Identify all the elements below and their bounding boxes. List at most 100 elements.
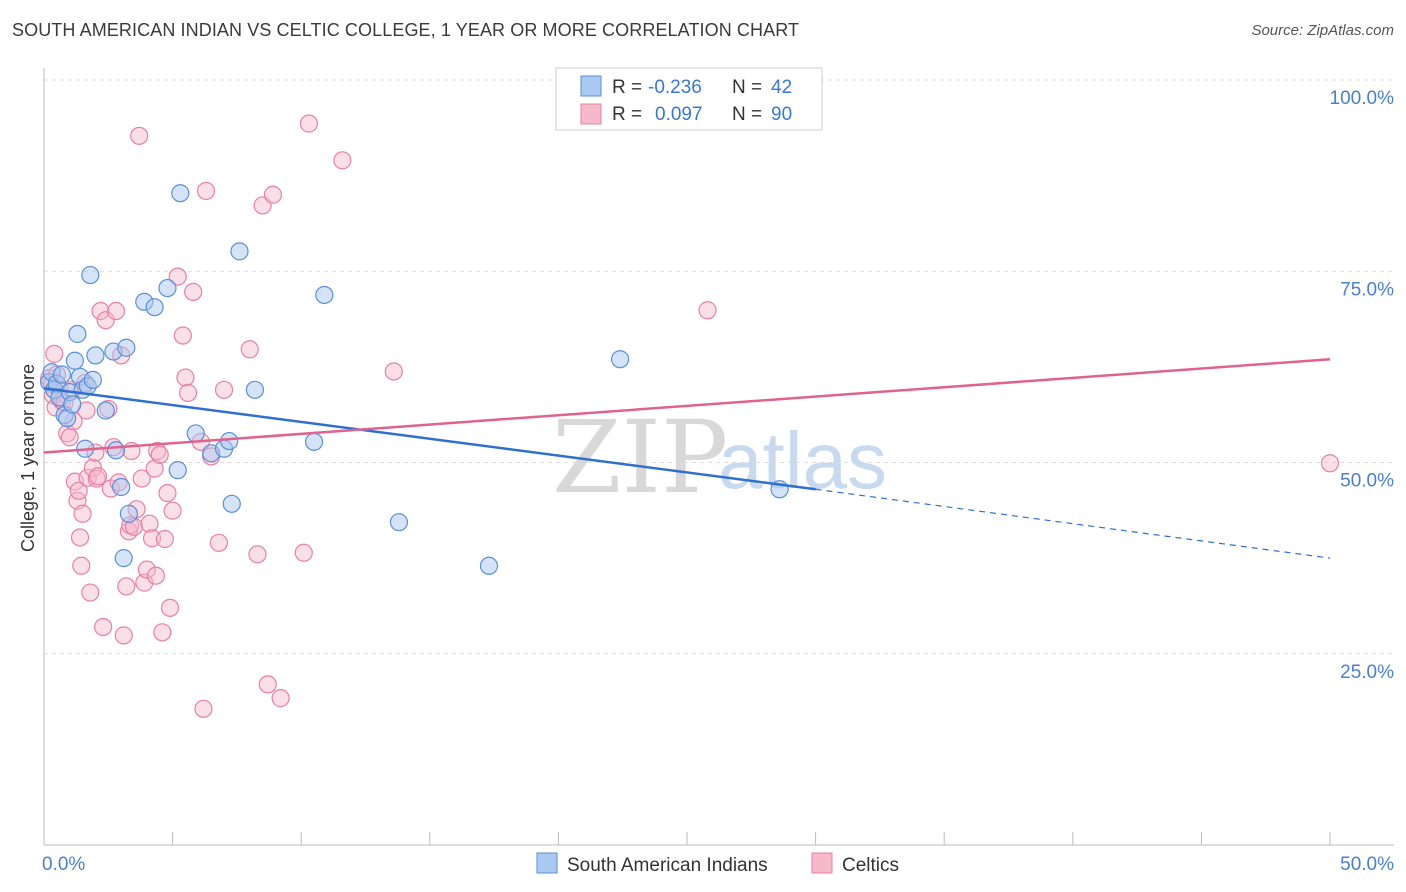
south-american-indians-point bbox=[86, 346, 105, 365]
celtics-point bbox=[73, 504, 92, 523]
source-label: Source: ZipAtlas.com bbox=[1251, 22, 1394, 39]
grid bbox=[44, 79, 1394, 655]
south-american-indians-point bbox=[65, 351, 84, 370]
south-american-indians-point bbox=[611, 350, 630, 369]
celtics-point bbox=[96, 311, 115, 330]
south-american-indians-point bbox=[81, 265, 100, 285]
watermark-atlas: atlas bbox=[718, 416, 887, 505]
legend-r-value-2: 0.097 bbox=[655, 104, 703, 125]
celtics-point bbox=[240, 340, 259, 359]
celtics-point bbox=[130, 126, 149, 145]
legend-n-value-2: 90 bbox=[771, 104, 792, 125]
celtics-point bbox=[258, 675, 277, 694]
south-american-indians-point bbox=[220, 431, 239, 451]
celtics-point bbox=[88, 467, 108, 486]
celtics-point bbox=[70, 528, 90, 547]
legend-swatch-pink bbox=[580, 103, 602, 125]
pink-trend-line bbox=[43, 357, 1331, 454]
south-american-indians-point bbox=[168, 461, 187, 480]
celtics-point bbox=[155, 529, 174, 549]
y-axis-label: College, 1 year or more bbox=[18, 364, 38, 552]
celtics-point bbox=[294, 543, 313, 562]
celtics-point bbox=[194, 699, 213, 718]
celtics-point bbox=[698, 301, 717, 320]
trend-lines bbox=[43, 357, 1331, 559]
bottom-legend-label-pink: Celtics bbox=[842, 855, 899, 876]
celtics-point bbox=[178, 383, 198, 402]
celtics-point bbox=[153, 623, 172, 642]
x-tick-label-left: 0.0% bbox=[42, 854, 85, 875]
celtics-point bbox=[158, 484, 177, 503]
bottom-legend-swatch-pink bbox=[811, 852, 833, 874]
south-american-indians-point bbox=[117, 338, 136, 357]
south-american-indians-point bbox=[245, 380, 265, 399]
celtics-point bbox=[176, 368, 195, 387]
celtics-point bbox=[299, 114, 319, 133]
south-american-indians-point bbox=[389, 513, 409, 532]
south-american-indians-point bbox=[52, 365, 72, 384]
celtics-point bbox=[81, 583, 100, 602]
south-american-indians-point bbox=[68, 324, 87, 344]
blue-trend-line bbox=[43, 387, 816, 491]
legend-r-value-1: -0.236 bbox=[648, 77, 702, 98]
x-tick-label-right: 50.0% bbox=[1340, 854, 1394, 875]
south-american-indians-point bbox=[222, 494, 241, 513]
legend-box: R = -0.236 N = 42 R = 0.097 N = 90 bbox=[555, 67, 823, 131]
south-american-indians-point bbox=[96, 401, 115, 420]
axes bbox=[43, 68, 1394, 846]
celtics-point bbox=[384, 362, 403, 381]
celtics-point bbox=[69, 481, 88, 500]
south-american-indians-point bbox=[315, 285, 334, 305]
celtics-point bbox=[45, 344, 64, 363]
celtics-point bbox=[196, 181, 216, 201]
celtics-point bbox=[137, 560, 156, 579]
celtics-point bbox=[140, 514, 159, 533]
celtics-point bbox=[146, 566, 165, 585]
legend-n-value-1: 42 bbox=[771, 77, 792, 98]
south-american-indians-point bbox=[145, 298, 164, 317]
celtics-point bbox=[184, 282, 203, 302]
blue-trend-line-extension bbox=[815, 488, 1331, 559]
celtics-point bbox=[248, 545, 267, 564]
y-tick-labels: 100.0% 75.0% 50.0% 25.0% bbox=[1330, 88, 1395, 683]
celtics-point bbox=[94, 617, 113, 637]
south-american-indians-points bbox=[40, 184, 789, 575]
y-tick-label: 75.0% bbox=[1340, 279, 1394, 300]
south-american-indians-point bbox=[119, 504, 138, 523]
watermark: ZIP atlas bbox=[552, 399, 887, 516]
south-american-indians-point bbox=[63, 395, 82, 414]
celtics-point bbox=[209, 533, 228, 552]
south-american-indians-point bbox=[186, 424, 205, 443]
bottom-legend-label-blue: South American Indians bbox=[567, 855, 768, 876]
celtics-point bbox=[132, 469, 151, 488]
celtics-point bbox=[271, 689, 290, 708]
south-american-indians-point bbox=[479, 556, 499, 575]
celtics-point bbox=[160, 598, 180, 617]
celtics-point bbox=[263, 185, 283, 204]
celtics-point bbox=[168, 267, 187, 286]
south-american-indians-point bbox=[158, 278, 177, 298]
celtics-point bbox=[150, 445, 169, 464]
south-american-indians-point bbox=[106, 441, 126, 460]
legend-r-label-1: R = bbox=[612, 77, 642, 98]
celtics-point bbox=[142, 529, 162, 548]
south-american-indians-point bbox=[112, 477, 131, 497]
south-american-indians-point bbox=[304, 432, 324, 451]
y-tick-label: 50.0% bbox=[1340, 471, 1394, 492]
celtics-point bbox=[114, 626, 133, 645]
celtics-point bbox=[91, 301, 110, 321]
y-tick-label: 100.0% bbox=[1330, 88, 1395, 109]
legend-n-label-2: N = bbox=[732, 104, 762, 125]
legend-swatch-blue bbox=[580, 75, 602, 97]
celtics-point bbox=[72, 556, 91, 575]
celtics-point bbox=[1320, 454, 1340, 473]
south-american-indians-point bbox=[230, 242, 249, 261]
celtics-point bbox=[333, 151, 352, 170]
south-american-indians-point bbox=[114, 549, 133, 568]
celtics-point bbox=[106, 301, 126, 321]
chart-title: SOUTH AMERICAN INDIAN VS CELTIC COLLEGE,… bbox=[12, 20, 800, 40]
south-american-indians-point bbox=[171, 184, 190, 203]
bottom-legend: South American Indians Celtics bbox=[536, 852, 899, 876]
south-american-indians-point bbox=[83, 370, 102, 389]
